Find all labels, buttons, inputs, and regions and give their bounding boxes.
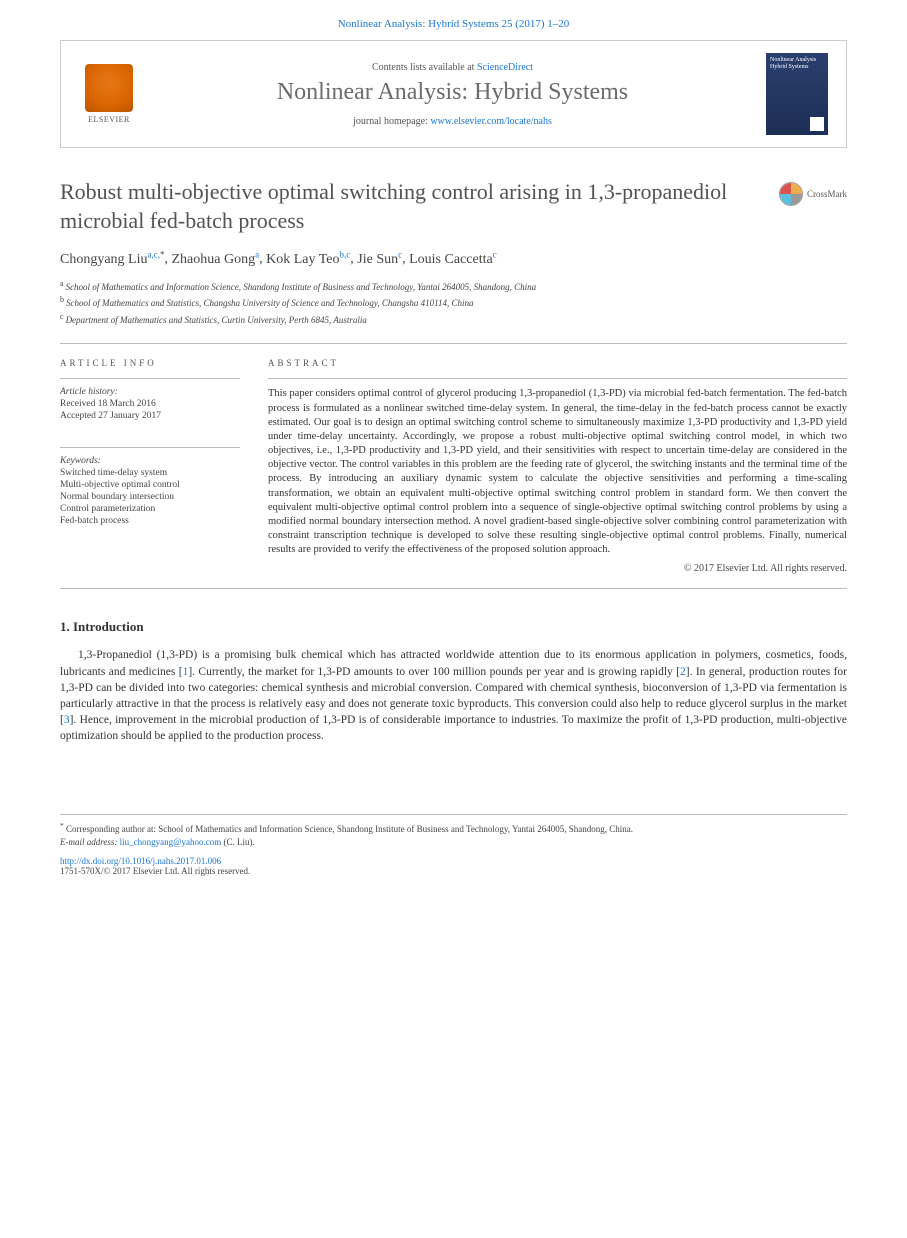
abstract-heading: abstract <box>268 358 847 368</box>
email-link[interactable]: liu_chongyang@yahoo.com <box>120 837 222 847</box>
divider-top <box>60 343 847 344</box>
keyword-item: Switched time-delay system <box>60 468 240 478</box>
abstract-divider <box>268 378 847 379</box>
journal-name: Nonlinear Analysis: Hybrid Systems <box>157 79 748 106</box>
citation-link[interactable]: Nonlinear Analysis: Hybrid Systems 25 (2… <box>338 18 570 30</box>
doi-block: http://dx.doi.org/10.1016/j.nahs.2017.01… <box>60 856 847 876</box>
introduction-section: 1. Introduction 1,3-Propanediol (1,3-PD)… <box>60 619 847 744</box>
affiliations: aSchool of Mathematics and Information S… <box>60 278 847 328</box>
abstract-text: This paper considers optimal control of … <box>268 387 847 557</box>
running-header: Nonlinear Analysis: Hybrid Systems 25 (2… <box>0 0 907 40</box>
received-date: Received 18 March 2016 <box>60 399 240 409</box>
footnotes: * Corresponding author at: School of Mat… <box>60 814 847 848</box>
contents-available: Contents lists available at ScienceDirec… <box>157 62 748 73</box>
journal-homepage: journal homepage: www.elsevier.com/locat… <box>157 116 748 127</box>
accepted-date: Accepted 27 January 2017 <box>60 411 240 421</box>
elsevier-logo[interactable]: ELSEVIER <box>79 59 139 129</box>
section-heading-intro: 1. Introduction <box>60 619 847 635</box>
affiliation-a: aSchool of Mathematics and Information S… <box>60 278 847 295</box>
elsevier-label: ELSEVIER <box>88 115 130 124</box>
divider-bottom <box>60 588 847 589</box>
affiliation-b: bSchool of Mathematics and Statistics, C… <box>60 294 847 311</box>
homepage-link[interactable]: www.elsevier.com/locate/nahs <box>430 116 552 127</box>
article-info-column: article info Article history: Received 1… <box>60 358 240 574</box>
email-label: E-mail address: <box>60 837 117 847</box>
journal-cover-thumbnail[interactable]: Nonlinear Analysis Hybrid Systems <box>766 53 828 135</box>
abstract-column: abstract This paper considers optimal co… <box>268 358 847 574</box>
article-history-label: Article history: <box>60 387 240 397</box>
author-4[interactable]: Jie Sunc <box>357 252 402 267</box>
abstract-copyright: © 2017 Elsevier Ltd. All rights reserved… <box>268 563 847 574</box>
keywords-label: Keywords: <box>60 456 240 466</box>
email-suffix: (C. Liu). <box>223 837 254 847</box>
article-header: CrossMark Robust multi-objective optimal… <box>60 178 847 327</box>
issn-copyright: 1751-570X/© 2017 Elsevier Ltd. All right… <box>60 866 250 876</box>
email-line: E-mail address: liu_chongyang@yahoo.com … <box>60 836 847 849</box>
crossmark-icon <box>779 182 803 206</box>
keywords-block: Keywords: Switched time-delay system Mul… <box>60 447 240 526</box>
authors-line: Chongyang Liua,c,*, Zhaohua Gonga, Kok L… <box>60 249 847 268</box>
cover-title-line2: Hybrid Systems <box>770 64 824 71</box>
keyword-item: Fed-batch process <box>60 516 240 526</box>
author-1[interactable]: Chongyang Liua,c,* <box>60 252 165 267</box>
affiliation-c: cDepartment of Mathematics and Statistic… <box>60 311 847 328</box>
crossmark-badge[interactable]: CrossMark <box>779 182 847 206</box>
article-title: Robust multi-objective optimal switching… <box>60 178 847 235</box>
sciencedirect-link[interactable]: ScienceDirect <box>477 62 533 73</box>
elsevier-tree-icon <box>85 64 133 112</box>
keyword-item: Control parameterization <box>60 504 240 514</box>
journal-banner: ELSEVIER Contents lists available at Sci… <box>60 40 847 148</box>
article-info-heading: article info <box>60 358 240 368</box>
info-divider <box>60 378 240 379</box>
crossmark-label: CrossMark <box>807 189 847 199</box>
cover-title-line1: Nonlinear Analysis <box>770 57 824 64</box>
author-2[interactable]: Zhaohua Gonga <box>172 252 260 267</box>
info-abstract-row: article info Article history: Received 1… <box>60 358 847 574</box>
keyword-item: Normal boundary intersection <box>60 492 240 502</box>
homepage-text: journal homepage: <box>353 116 430 127</box>
intro-paragraph-1: 1,3-Propanediol (1,3-PD) is a promising … <box>60 647 847 744</box>
keywords-divider <box>60 447 240 448</box>
corresponding-author-note: * Corresponding author at: School of Mat… <box>60 821 847 836</box>
author-5[interactable]: Louis Caccettac <box>409 252 497 267</box>
contents-text: Contents lists available at <box>372 62 477 73</box>
author-3[interactable]: Kok Lay Teob,c <box>266 252 350 267</box>
ifac-logo-icon <box>810 117 824 131</box>
keyword-item: Multi-objective optimal control <box>60 480 240 490</box>
banner-center: Contents lists available at ScienceDirec… <box>157 62 748 127</box>
doi-link[interactable]: http://dx.doi.org/10.1016/j.nahs.2017.01… <box>60 856 221 866</box>
